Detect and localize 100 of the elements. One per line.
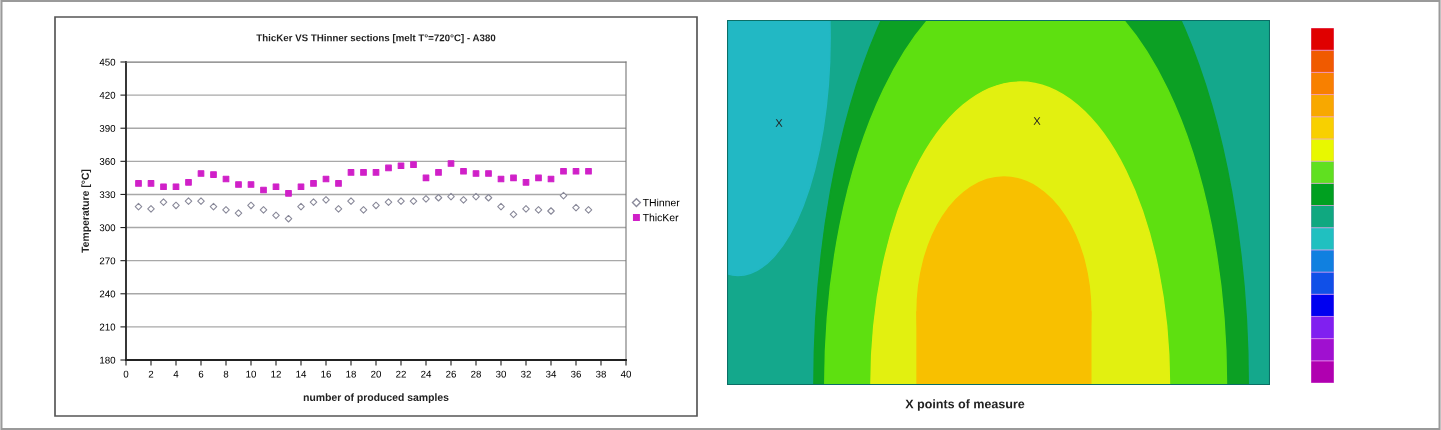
point <box>485 170 492 177</box>
point <box>522 204 530 213</box>
point <box>585 167 592 175</box>
point <box>534 206 543 214</box>
x-tick-label: 34 <box>545 370 557 378</box>
point <box>447 192 455 201</box>
x-tick-label: 14 <box>296 370 307 378</box>
x-tick-label: 8 <box>223 370 229 378</box>
x-tick-label: 36 <box>570 370 581 378</box>
x-tick-label: 32 <box>520 370 531 378</box>
point <box>260 186 267 194</box>
point <box>147 204 155 213</box>
y-axis-title: Temperature [°C] <box>81 169 92 253</box>
point <box>185 178 192 186</box>
point <box>284 214 293 223</box>
point <box>497 202 505 211</box>
point <box>309 198 318 206</box>
point <box>397 162 405 170</box>
legend-label: THinner <box>642 198 680 207</box>
x-tick-label: 18 <box>346 370 356 378</box>
point <box>472 192 480 201</box>
point <box>135 180 142 187</box>
x-tick-label: 40 <box>620 370 632 378</box>
point <box>372 169 380 176</box>
point <box>410 161 417 168</box>
point <box>459 196 468 204</box>
point <box>172 201 180 210</box>
point <box>334 204 343 213</box>
y-tick-label: 420 <box>99 91 116 99</box>
y-tick-label: 180 <box>100 356 116 364</box>
x-tick-label: 12 <box>271 370 281 378</box>
x-tick-label: 38 <box>595 370 606 378</box>
point <box>209 202 218 211</box>
y-tick-label: 450 <box>99 58 116 66</box>
point <box>434 193 443 202</box>
y-tick-label: 270 <box>99 257 116 265</box>
y-tick-label: 330 <box>99 191 116 199</box>
point <box>285 190 292 197</box>
point <box>359 206 368 214</box>
point <box>435 169 442 176</box>
x-tick-label: 22 <box>396 370 406 378</box>
point <box>447 160 455 167</box>
point <box>522 178 530 186</box>
point <box>247 181 255 188</box>
point <box>272 211 280 220</box>
point <box>297 183 305 191</box>
y-tick-label: 210 <box>99 323 116 331</box>
x-tick-label: 4 <box>173 370 179 378</box>
point <box>134 202 143 211</box>
y-tick-label: 360 <box>99 158 116 165</box>
x-tick-label: 0 <box>123 370 129 378</box>
text: X <box>1033 117 1041 125</box>
point <box>560 167 567 175</box>
x-tick-label: 28 <box>471 370 481 378</box>
point <box>160 183 167 191</box>
point <box>259 206 268 214</box>
point <box>385 164 392 172</box>
point <box>172 183 180 191</box>
point <box>409 197 418 205</box>
point <box>360 169 367 176</box>
point <box>210 171 217 178</box>
legend-label: ThicKer <box>642 213 679 222</box>
point <box>347 169 355 176</box>
x-tick-label: 26 <box>446 370 456 378</box>
x-tick-label: 16 <box>321 370 331 378</box>
text: X <box>775 119 783 127</box>
point <box>222 206 230 214</box>
x-tick-label: 20 <box>371 370 382 378</box>
point <box>460 167 467 175</box>
y-tick-label: 300 <box>99 224 116 232</box>
text: X points of measure <box>905 399 1025 411</box>
point <box>422 195 430 203</box>
x-tick-label: 10 <box>246 370 257 378</box>
point <box>572 167 580 175</box>
point <box>484 193 493 202</box>
point <box>559 191 568 200</box>
x-tick-label: 6 <box>198 370 204 378</box>
point <box>510 174 517 182</box>
point <box>584 206 593 214</box>
x-tick-label: 2 <box>148 370 154 378</box>
point <box>272 183 280 191</box>
point <box>397 197 405 205</box>
x-axis-title: number of produced samples <box>303 393 449 404</box>
point <box>235 181 242 188</box>
y-tick-label: 390 <box>99 124 116 132</box>
point <box>372 201 380 210</box>
chart-title: ThicKer VS THinner sections [melt T°=720°C] - A380 <box>256 34 496 44</box>
x-tick-label: 30 <box>495 370 507 378</box>
point <box>297 202 305 211</box>
point <box>472 170 480 177</box>
point <box>535 174 542 182</box>
y-tick-label: 240 <box>99 290 116 298</box>
point <box>197 197 205 205</box>
point <box>159 198 168 206</box>
point <box>147 180 155 187</box>
point <box>184 197 193 205</box>
point <box>234 209 243 218</box>
point <box>384 198 393 206</box>
point <box>572 203 580 212</box>
point <box>322 196 330 204</box>
